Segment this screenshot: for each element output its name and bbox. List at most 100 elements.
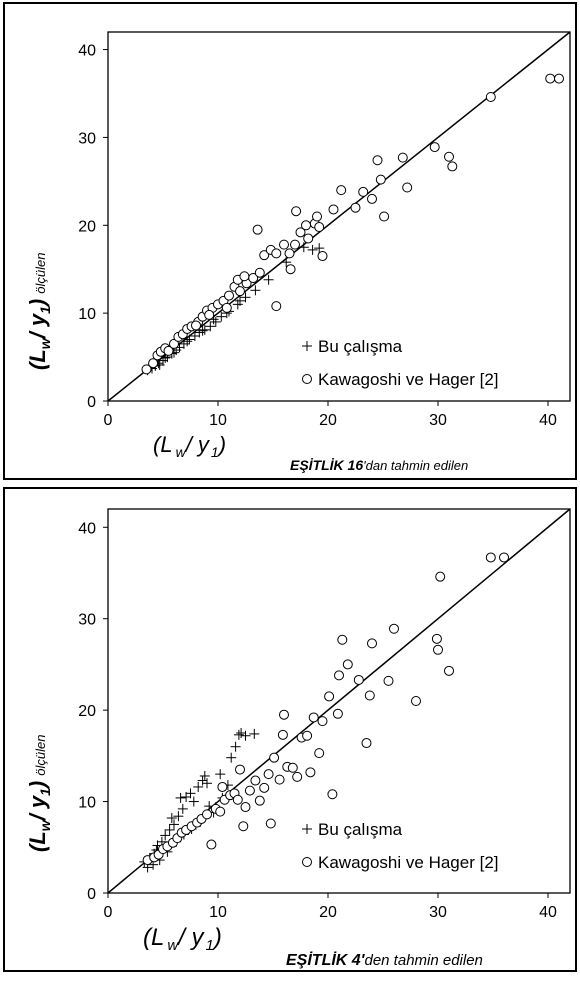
legend: Bu çalışma Kawagoshi ve Hager [2] bbox=[302, 820, 499, 872]
data-point-plus bbox=[281, 257, 292, 268]
x-axis-label-eq: EŞİTLİK 4'den tahmin edilen bbox=[286, 951, 483, 969]
y-label-part: ) bbox=[25, 781, 50, 790]
data-point-circle bbox=[485, 552, 496, 563]
y-tick-labels: 0 10 20 30 40 bbox=[78, 43, 96, 411]
x-tick-label: 20 bbox=[319, 904, 337, 921]
data-point-plus bbox=[205, 321, 216, 332]
x-axis-label-eq: EŞİTLİK 16'dan tahmin edilen bbox=[290, 457, 468, 473]
legend-label: Bu çalışma bbox=[318, 820, 403, 839]
data-point-plus bbox=[235, 295, 245, 306]
data-point-circle bbox=[324, 691, 335, 702]
data-point-plus bbox=[169, 819, 179, 830]
data-point-circle bbox=[291, 206, 302, 217]
x-label-part: (L bbox=[143, 924, 164, 951]
x-tick-label: 30 bbox=[429, 904, 447, 921]
data-point-circle bbox=[372, 155, 383, 166]
data-point-circle bbox=[250, 775, 261, 786]
x-label-suffix: den tahmin edilen bbox=[364, 952, 482, 969]
x-tick-label: 10 bbox=[209, 412, 227, 429]
legend-marker-circle bbox=[302, 374, 312, 384]
data-point-circle bbox=[284, 248, 295, 259]
data-point-circle bbox=[221, 302, 232, 313]
data-point-circle bbox=[254, 267, 265, 278]
data-point-circle bbox=[163, 345, 174, 356]
x-tick-label: 40 bbox=[539, 904, 557, 921]
data-point-circle bbox=[375, 174, 386, 185]
data-point-plus bbox=[236, 728, 247, 738]
data-point-plus bbox=[185, 788, 196, 799]
x-label-part: / y bbox=[184, 432, 211, 457]
data-point-circle bbox=[265, 818, 276, 829]
y-tick-label: 30 bbox=[78, 130, 96, 147]
data-point-circle bbox=[215, 806, 226, 817]
data-point-circle bbox=[429, 142, 440, 153]
data-point-circle bbox=[332, 708, 343, 719]
y-tick-labels: 0 10 20 30 40 bbox=[78, 520, 96, 903]
data-point-circle bbox=[287, 762, 298, 773]
data-point-circle bbox=[444, 151, 454, 162]
data-point-circle bbox=[232, 794, 243, 805]
data-point-plus bbox=[184, 334, 195, 345]
data-point-circle bbox=[312, 211, 322, 222]
y-label-sub: w bbox=[37, 337, 53, 349]
legend-marker-plus bbox=[302, 341, 312, 351]
legend: Bu çalışma Kawagoshi ve Hager [2] bbox=[302, 337, 499, 389]
data-point-circle bbox=[302, 374, 312, 384]
data-point-circle bbox=[383, 675, 394, 686]
x-axis-label: (L w/ y 1) bbox=[153, 432, 226, 460]
x-axis-label: (L w/ y 1) bbox=[143, 924, 222, 954]
data-point-circle bbox=[364, 690, 375, 701]
data-point-circle bbox=[269, 752, 280, 763]
data-point-plus bbox=[182, 336, 193, 347]
data-point-plus bbox=[177, 803, 188, 814]
y-label-part: ) bbox=[25, 299, 50, 308]
x-tick-label: 0 bbox=[104, 412, 113, 429]
data-point-circle bbox=[397, 152, 408, 163]
data-point-plus bbox=[202, 778, 212, 789]
data-point-circle bbox=[314, 748, 325, 759]
y-label-sub: 1 bbox=[37, 306, 53, 314]
data-point-plus bbox=[166, 813, 177, 824]
data-point-circle bbox=[305, 767, 316, 778]
x-label-sub: w bbox=[167, 937, 179, 954]
plot-area bbox=[107, 508, 571, 894]
y-tick-label: 0 bbox=[87, 886, 96, 903]
x-label-sub: w bbox=[176, 444, 187, 460]
x-label-part: ) bbox=[211, 924, 222, 951]
data-point-circle bbox=[290, 239, 300, 250]
data-point-plus bbox=[197, 775, 208, 786]
panel-frame bbox=[3, 2, 577, 480]
data-point-circle bbox=[263, 769, 274, 780]
data-point-circle bbox=[554, 73, 564, 84]
data-point-plus bbox=[240, 730, 251, 741]
chart-panel-top: 0 10 20 30 40 0 10 20 30 40 Bu çalışma Kawagoshi… bbox=[3, 2, 577, 480]
data-point-circle bbox=[206, 839, 217, 850]
data-point-circle bbox=[301, 220, 311, 231]
legend-marker-plus bbox=[302, 824, 312, 834]
x-tick-label: 40 bbox=[539, 412, 557, 429]
x-label-eq: EŞİTLİK 4' bbox=[286, 951, 366, 969]
y-label-suffix: ölçülen bbox=[33, 735, 48, 776]
y-tick-label: 0 bbox=[87, 394, 96, 411]
x-label-eq: EŞİTLİK 16 bbox=[290, 457, 363, 473]
data-point-plus bbox=[160, 830, 171, 841]
data-point-plus bbox=[199, 324, 210, 335]
data-point-circle bbox=[238, 821, 249, 832]
data-point-circle bbox=[499, 552, 509, 563]
data-point-circle bbox=[367, 638, 377, 649]
data-point-plus bbox=[298, 242, 309, 253]
data-point-circle bbox=[350, 202, 361, 213]
data-point-circle bbox=[435, 571, 446, 582]
data-point-circle bbox=[204, 309, 215, 320]
data-point-circle bbox=[239, 271, 250, 282]
y-label-sub: 1 bbox=[37, 788, 53, 796]
data-point-plus bbox=[173, 811, 184, 822]
data-point-circle bbox=[485, 92, 496, 103]
data-point-plus bbox=[263, 274, 274, 285]
y-tick-label: 20 bbox=[78, 218, 96, 235]
data-point-circle bbox=[431, 633, 442, 644]
data-point-circle bbox=[271, 301, 282, 312]
x-label-suffix: 'dan tahmin edilen bbox=[363, 458, 468, 473]
x-tick-label: 10 bbox=[209, 904, 227, 921]
data-point-circle bbox=[545, 73, 556, 84]
